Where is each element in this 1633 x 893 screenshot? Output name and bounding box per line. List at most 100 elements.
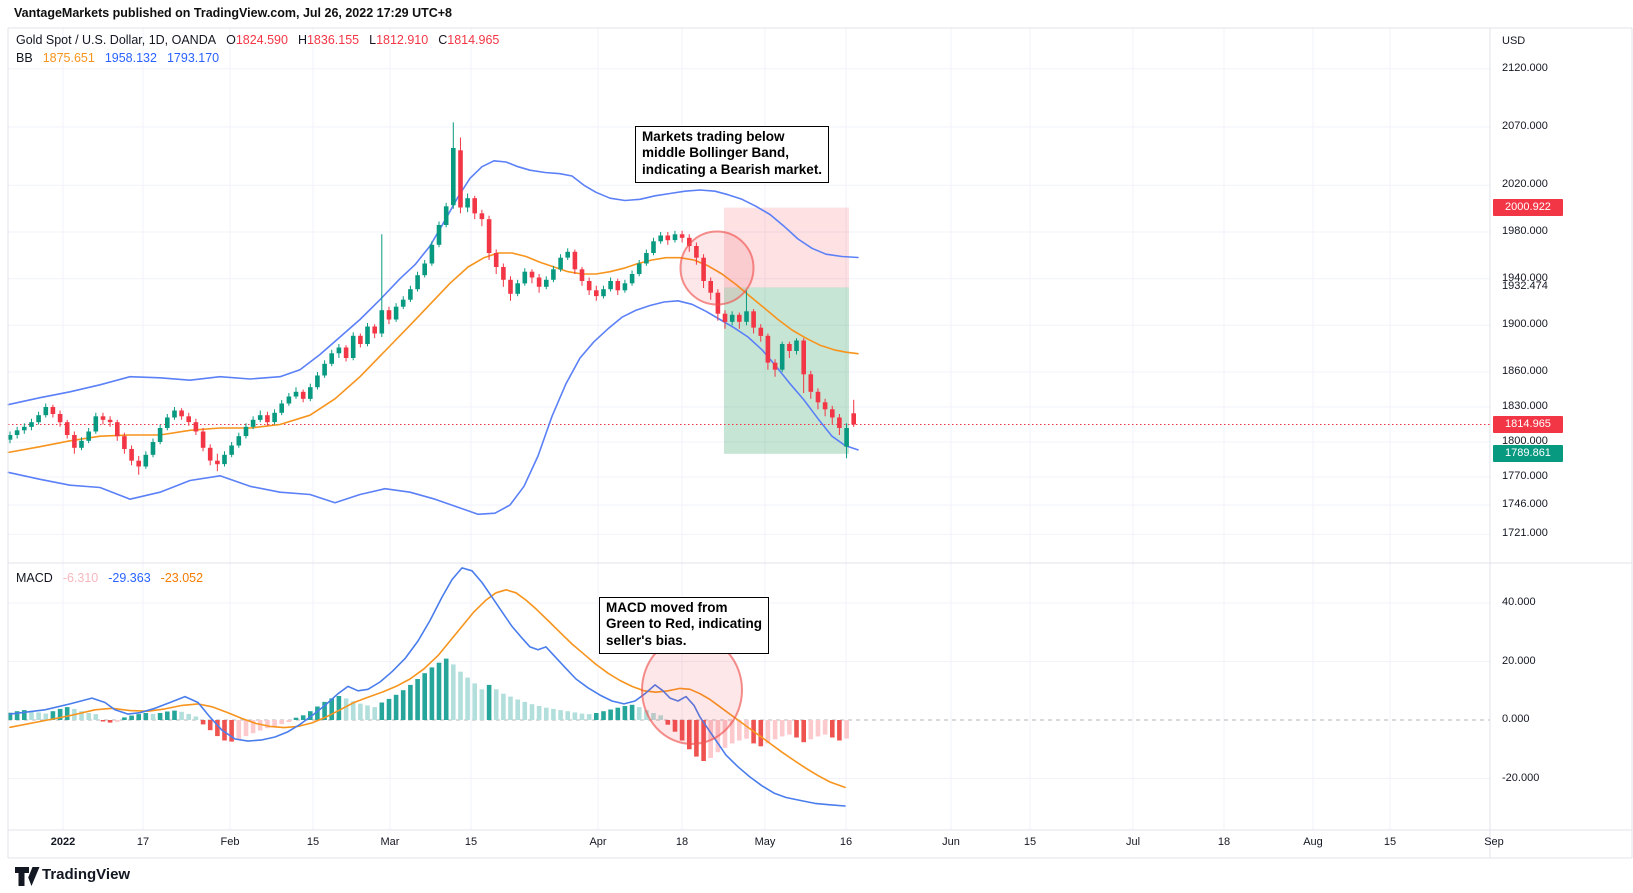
candle-body	[837, 417, 842, 428]
candle-body	[493, 253, 499, 267]
candle-body	[579, 269, 585, 281]
macd-histogram-bar	[458, 671, 463, 720]
macd-histogram-bar	[522, 701, 528, 720]
macd-histogram-bar	[100, 720, 106, 722]
macd-histogram-bar	[486, 684, 492, 720]
macd-histogram-bar	[150, 713, 156, 720]
price-axis-tick-label: 1746.000	[1502, 498, 1548, 510]
macd-histogram-bar	[300, 715, 306, 720]
ohlc-item: O1824.590	[226, 33, 288, 47]
macd-histogram-bar	[415, 679, 420, 720]
macd-annotation: MACD moved from Green to Red, indicating…	[599, 597, 770, 655]
ohlc-key: C	[438, 33, 448, 47]
time-axis-tick-label: 2022	[50, 836, 76, 848]
macd-histogram-bar	[801, 720, 806, 743]
price-axis-tick-label: 2070.000	[1502, 119, 1548, 132]
macd-histogram-bar	[422, 673, 427, 720]
candle-body	[801, 340, 806, 375]
bb-indicator-label: BB	[16, 51, 33, 65]
time-axis-tick-label: 15	[306, 836, 320, 848]
footer-bar: TradingView	[0, 859, 1633, 893]
candle-body	[529, 271, 535, 278]
macd-histogram-bar	[64, 707, 70, 720]
ohlc-key: H	[297, 33, 307, 47]
time-axis-tick-label: 15	[1023, 836, 1037, 848]
macd-legend: MACD -6.310 -29.363 -23.052	[16, 571, 203, 585]
candle-body	[715, 292, 721, 314]
macd-histogram-bar	[636, 707, 642, 720]
macd-histogram-bar	[93, 714, 99, 720]
macd-histogram-bar	[651, 713, 656, 720]
macd-histogram-bar	[7, 712, 13, 720]
candle-body	[779, 344, 785, 370]
macd-line	[9, 567, 846, 807]
candle-body	[107, 419, 113, 423]
price-axis-tick-label: 2120.000	[1502, 61, 1548, 74]
candle-body	[14, 430, 20, 435]
symbol-title: Gold Spot / U.S. Dollar, 1D, OANDA	[16, 33, 217, 47]
macd-histogram-bar	[808, 720, 814, 740]
macd-histogram-bar	[451, 664, 456, 720]
publish-header: VantageMarkets published on TradingView.…	[14, 6, 453, 20]
candle-body	[129, 449, 134, 461]
price-axis-badge: 2000.922	[1493, 199, 1563, 217]
candle-body	[536, 277, 542, 287]
candle-body	[150, 442, 156, 455]
price-axis-tick-label: 1980.000	[1502, 224, 1548, 237]
candle-body	[86, 431, 91, 441]
candle-body	[522, 271, 528, 284]
candle-body	[179, 410, 184, 417]
candle-body	[408, 289, 413, 300]
candle-body	[400, 299, 406, 307]
macd-histogram-bar	[665, 720, 671, 725]
time-axis-tick-label: 18	[1217, 836, 1231, 848]
macd-histogram-bar	[79, 711, 84, 720]
macd-histogram-bar	[722, 720, 728, 748]
candle-body	[451, 148, 456, 206]
macd-histogram-bar	[601, 711, 606, 720]
ohlc-item: C1814.965	[438, 33, 499, 47]
macd-histogram-bar	[572, 712, 578, 720]
macd-histogram-bar	[515, 699, 520, 720]
macd-histogram-bar	[236, 720, 242, 739]
candle-body	[701, 257, 706, 281]
candle-body	[43, 407, 49, 416]
candle-body	[186, 416, 191, 423]
candle-body	[293, 391, 299, 397]
candle-body	[115, 422, 120, 437]
macd-histogram-bar	[608, 709, 613, 720]
macd-histogram-bar	[372, 707, 377, 720]
tradingview-brand-text: TradingView	[42, 866, 131, 883]
bollinger-annotation: Markets trading below middle Bollinger B…	[635, 126, 830, 184]
price-axis-tick-label: 2020.000	[1502, 178, 1548, 191]
candle-body	[687, 237, 692, 246]
candle-body	[350, 335, 356, 358]
bearish-zone-box	[724, 207, 849, 288]
candle-body	[601, 289, 606, 297]
candle-body	[844, 428, 849, 447]
candle-body	[329, 353, 334, 364]
macd-histogram-bar	[429, 667, 435, 720]
candle-body	[458, 150, 463, 208]
candle-body	[343, 347, 349, 358]
candle-body	[79, 440, 84, 448]
macd-histogram-bar	[701, 720, 706, 761]
macd-histogram-bar	[615, 707, 621, 720]
candle-body	[136, 460, 141, 467]
candle-body	[486, 219, 492, 253]
macd-histogram-bar	[479, 689, 485, 720]
candle-body	[365, 326, 370, 344]
price-axis-tick-label: 1830.000	[1502, 399, 1548, 412]
candle-body	[193, 422, 199, 432]
price-axis-tick-label: 1800.000	[1502, 435, 1548, 447]
candle-body	[644, 253, 649, 264]
candle-body	[772, 362, 778, 370]
macd-histogram-bar	[272, 720, 277, 727]
macd-histogram-bar	[729, 720, 735, 744]
macd-axis-tick-label: 0.000	[1502, 713, 1530, 725]
macd-histogram-bar	[501, 693, 506, 720]
candle-body	[636, 263, 642, 274]
macd-histogram-bar	[658, 715, 663, 720]
macd-histogram-bar	[844, 720, 849, 739]
macd-histogram-bar	[322, 701, 327, 720]
